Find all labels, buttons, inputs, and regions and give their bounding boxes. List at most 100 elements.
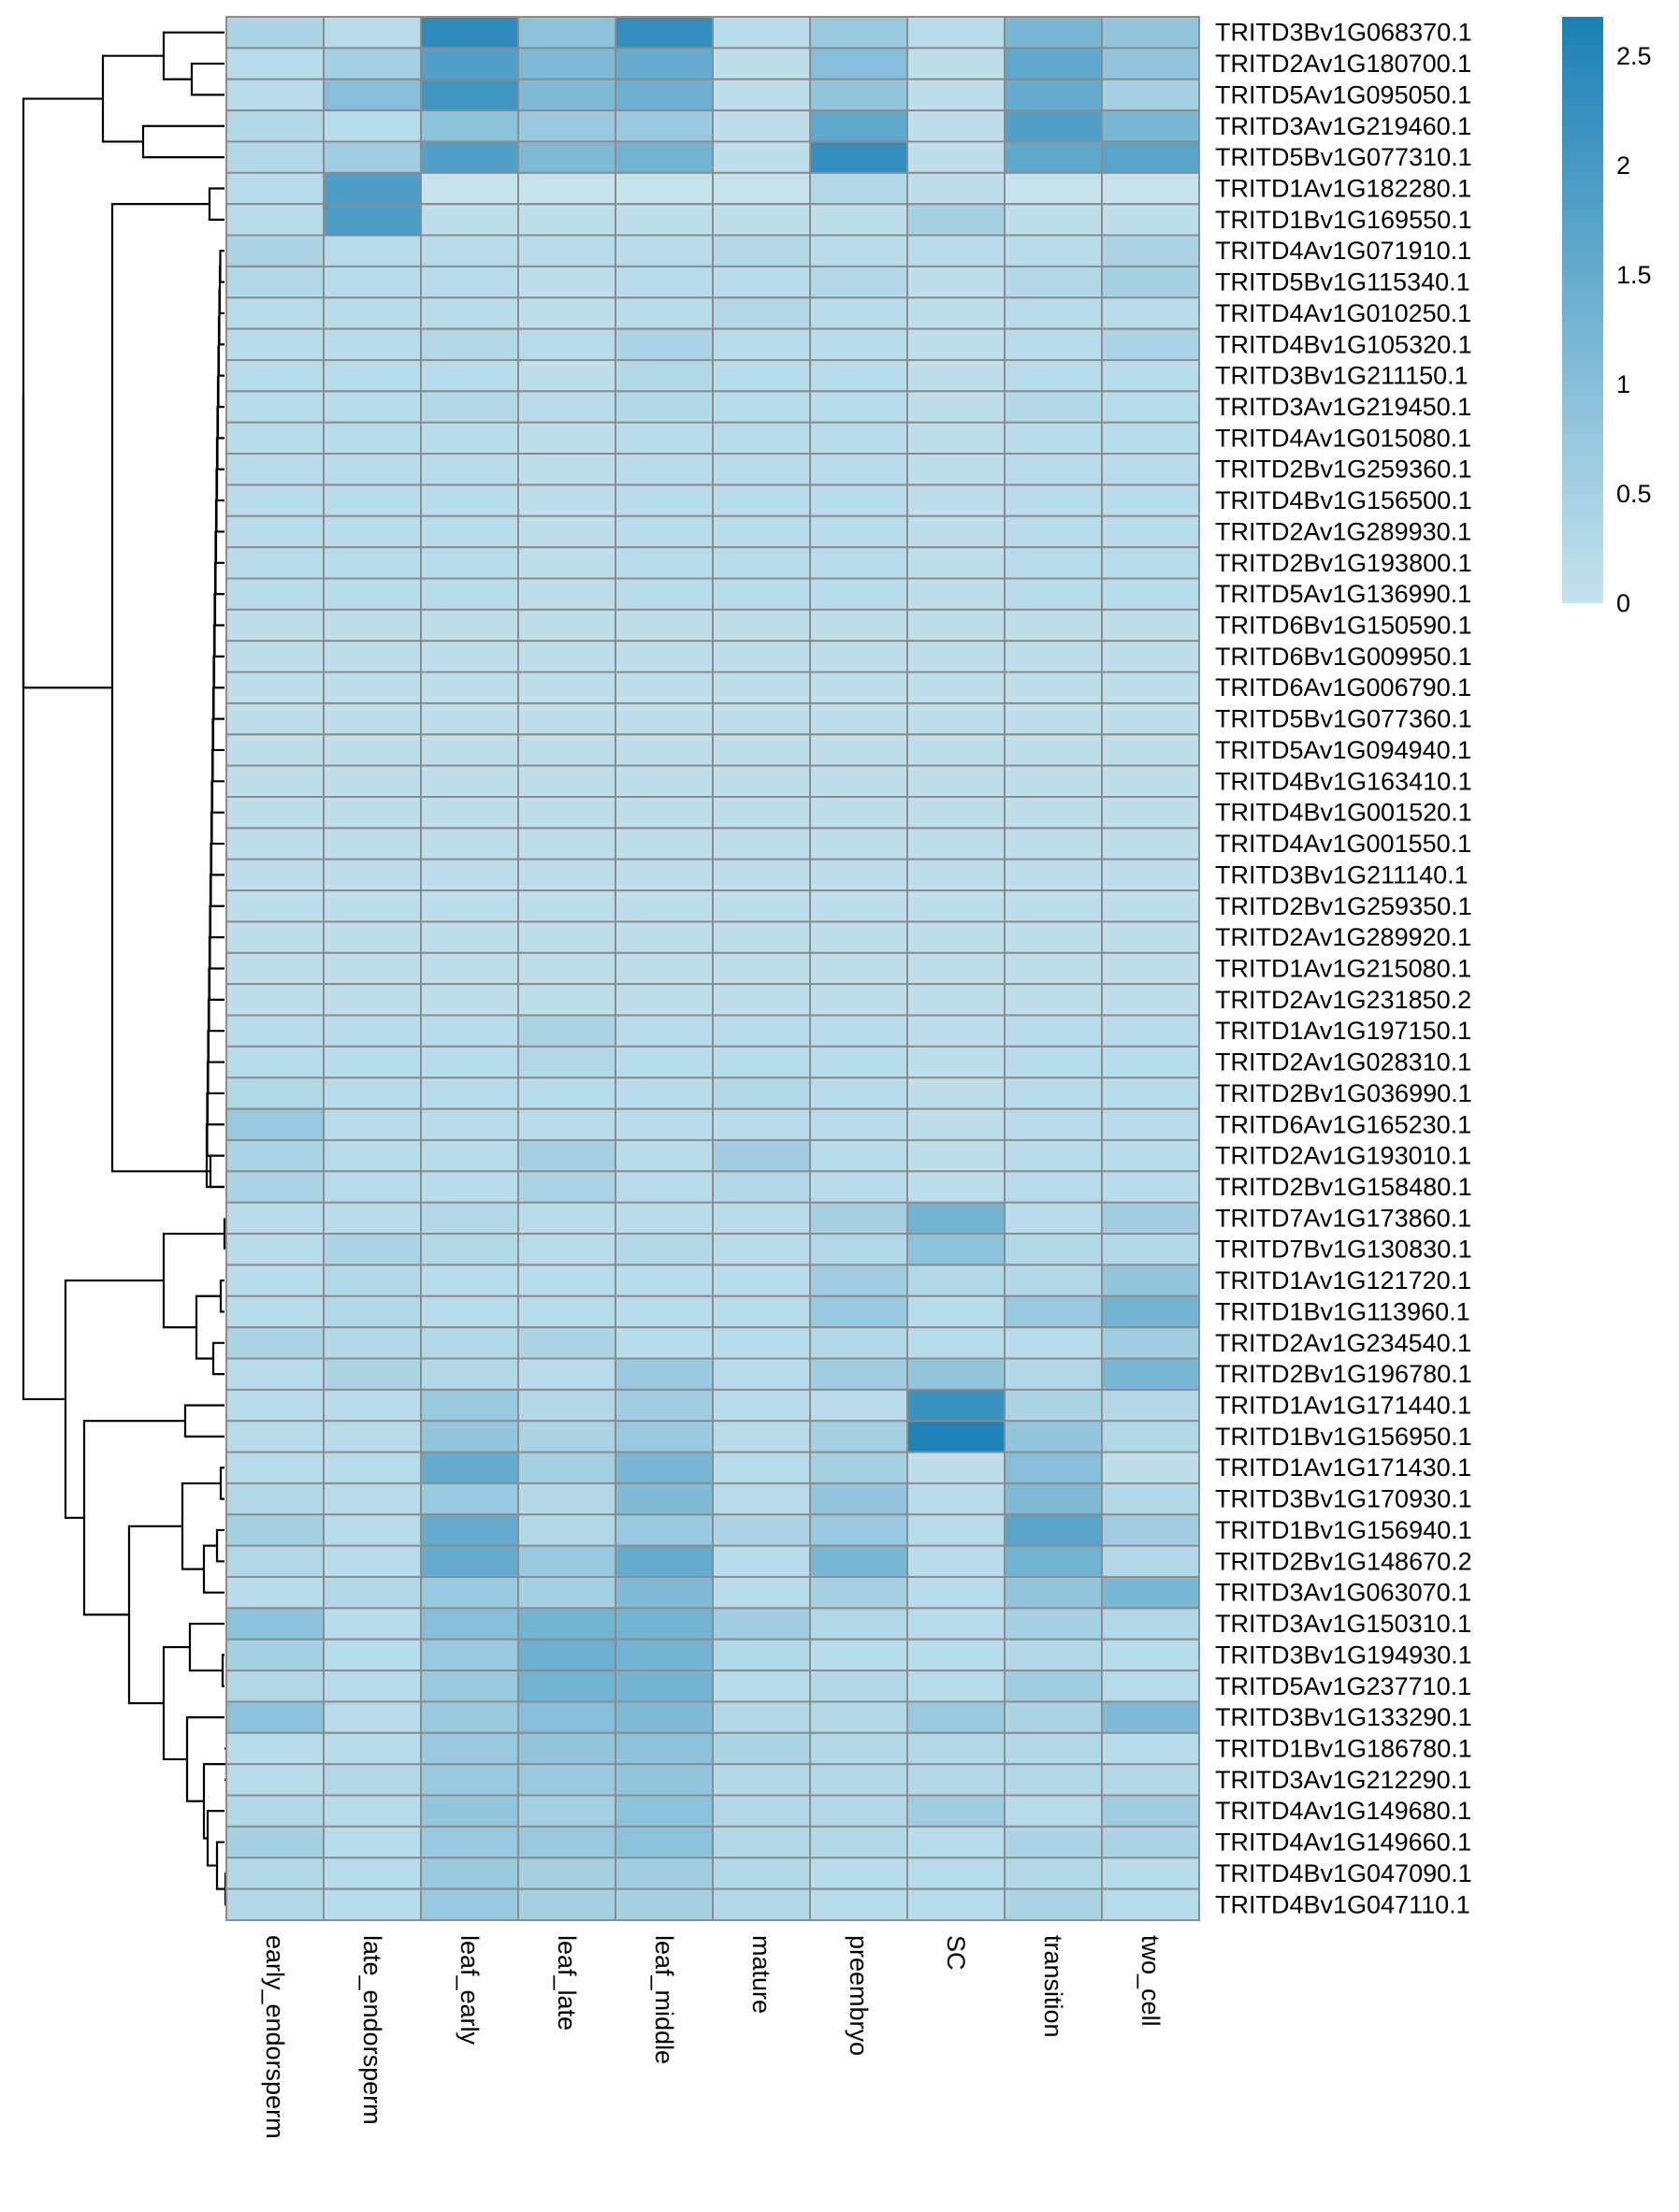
heatmap-cell [906,1576,1006,1610]
heatmap-cell [420,453,519,486]
heatmap-cell [712,1513,811,1547]
heatmap-cell [323,1670,422,1703]
heatmap-cell [517,858,616,892]
row-label: TRITD1Av1G171440.1 [1215,1392,1471,1420]
legend-tick-label: 1.5 [1616,261,1652,289]
heatmap-cell [1101,1513,1200,1547]
heatmap-cell [323,140,422,174]
heatmap-cell [517,1014,616,1048]
heatmap-cell [225,827,325,860]
heatmap-cell [615,171,714,206]
heatmap-cell [712,733,811,767]
heatmap-cell [225,47,325,80]
heatmap-cell [712,453,811,486]
row-label: TRITD3Bv1G133290.1 [1215,1703,1472,1731]
heatmap-cell [809,1670,908,1703]
heatmap-cell [323,47,422,80]
heatmap-cell [906,1045,1006,1079]
heatmap-cell [1004,265,1103,299]
heatmap-cell [517,1357,616,1391]
heatmap-cell [615,577,714,611]
heatmap-cell [712,951,811,986]
heatmap-cell [1004,1700,1103,1734]
color-legend: 0 0.5 1 1.5 2 2.5 [1562,17,1652,617]
heatmap-cell [420,1731,519,1766]
heatmap-cell [906,1014,1006,1048]
dendrogram-branch [162,1645,190,1761]
heatmap-cell [225,1794,325,1828]
row-label: TRITD3Av1G063070.1 [1215,1579,1471,1607]
heatmap-cell [809,577,908,611]
row-label: TRITD2Bv1G193800.1 [1215,549,1472,577]
legend-tick-label: 0 [1616,589,1630,617]
heatmap-cell [420,827,519,860]
heatmap-cell [420,78,519,112]
heatmap-cell [712,47,811,80]
heatmap-cell [323,390,422,424]
heatmap-cell [517,78,616,112]
heatmap-cell [1004,1388,1103,1423]
column-label: early_endorsperm [261,1935,289,2139]
heatmap-cell [323,1576,422,1610]
heatmap-cell [1101,514,1200,549]
column-label: transition [1039,1935,1067,2038]
heatmap-cell [712,1201,811,1236]
heatmap-cell [1004,78,1103,112]
heatmap-cell [225,546,325,580]
heatmap-cell [1101,1670,1200,1703]
heatmap-cell [517,16,616,50]
heatmap-cell [1004,1825,1103,1859]
heatmap-cell [1004,1482,1103,1516]
heatmap-cell [906,1700,1006,1734]
heatmap-cell [420,1201,519,1236]
heatmap-cell [712,1763,811,1797]
heatmap-cell [420,1451,519,1484]
heatmap-cell [1004,1513,1103,1547]
legend-tick-label: 2.5 [1616,42,1652,70]
heatmap-cell [225,1107,325,1141]
heatmap-cell [615,1077,714,1110]
heatmap-cell [323,1638,422,1672]
heatmap-cell [1101,1107,1200,1141]
heatmap-cell [1004,1763,1103,1797]
heatmap-cell [809,171,908,206]
heatmap-cell [517,109,616,143]
heatmap-cell [420,1670,519,1703]
heatmap-cell [712,1357,811,1391]
heatmap-cell [517,671,616,704]
heatmap-cell [809,1264,908,1297]
heatmap-cell [517,1794,616,1828]
dendrogram-branch [219,1467,224,1500]
heatmap-cell [906,203,1006,237]
heatmap-cell [809,109,908,143]
heatmap-cell [517,608,616,643]
heatmap-cell [1101,1700,1200,1734]
heatmap-cell [420,546,519,580]
row-label: TRITD4Av1G001550.1 [1215,830,1471,858]
heatmap-cell [323,1482,422,1516]
heatmap-cell [517,1326,616,1360]
heatmap-cell [906,453,1006,486]
heatmap-cell [517,1201,616,1236]
row-label: TRITD2Av1G289920.1 [1215,923,1471,951]
heatmap-cell [323,234,422,267]
heatmap-cell [1101,1544,1200,1579]
heatmap-cell [809,1420,908,1453]
heatmap-cell [420,484,519,517]
heatmap-cell [615,640,714,673]
row-label: TRITD4Bv1G156500.1 [1215,486,1472,514]
heatmap-cell [323,858,422,892]
heatmap-cell [420,265,519,299]
heatmap-cell [323,796,422,830]
heatmap-cell [712,1451,811,1484]
heatmap-cell [1101,453,1200,486]
heatmap-cell [323,983,422,1017]
heatmap-cell [1101,1170,1200,1204]
heatmap-cell [1004,1326,1103,1360]
heatmap-cell [517,203,616,237]
heatmap-cell [323,1763,422,1797]
heatmap-cell [906,764,1006,799]
heatmap-cell [809,453,908,486]
heatmap-cell [225,109,325,143]
heatmap-cell [712,920,811,954]
